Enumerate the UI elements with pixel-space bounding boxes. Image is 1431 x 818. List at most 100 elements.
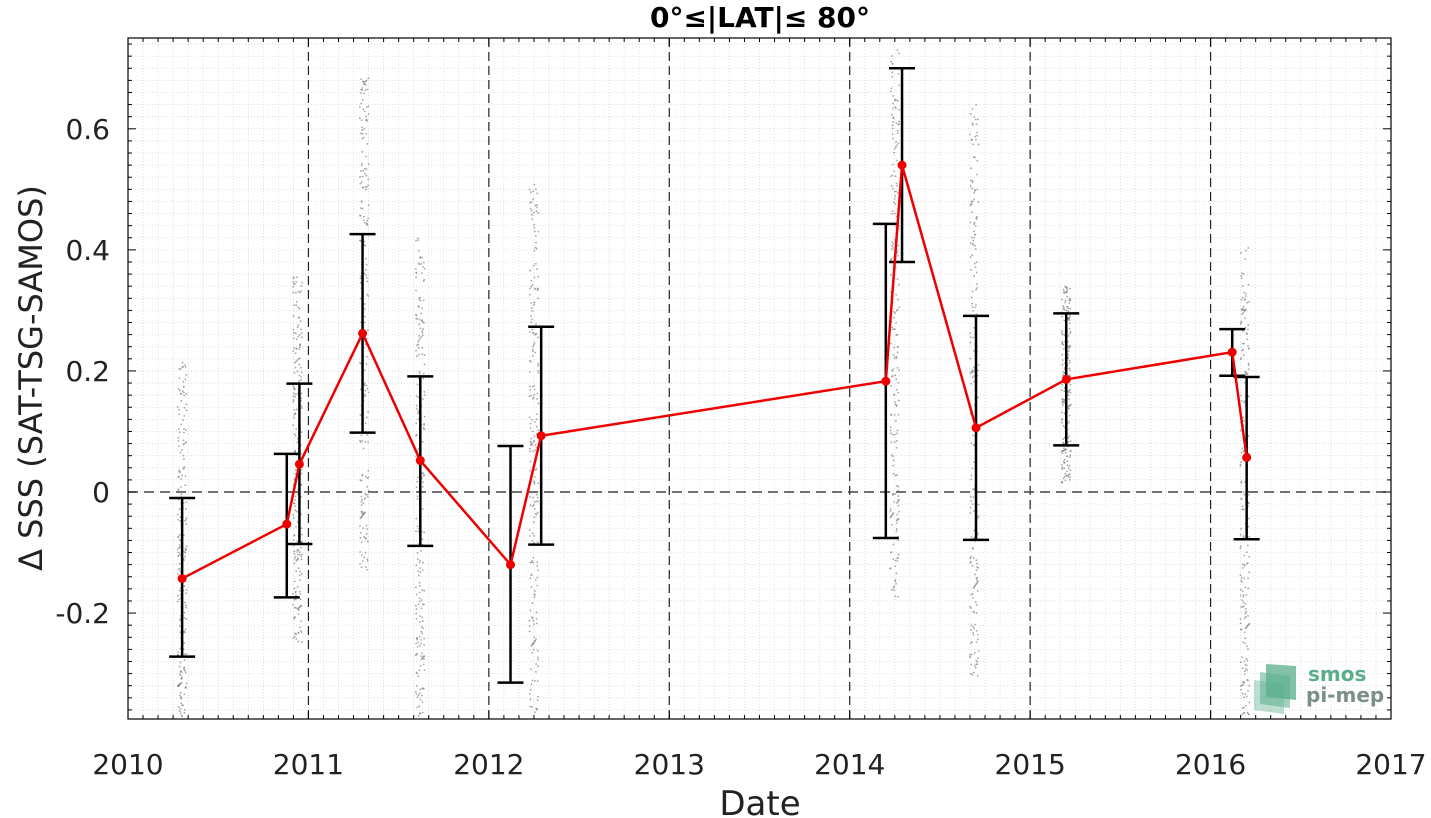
raw-point: [418, 591, 421, 594]
raw-point: [1246, 562, 1248, 565]
raw-point: [537, 288, 540, 290]
raw-point: [417, 603, 420, 606]
raw-point: [360, 132, 362, 135]
raw-point: [972, 548, 975, 550]
raw-point: [896, 144, 899, 146]
raw-point: [977, 201, 980, 203]
raw-point: [893, 585, 896, 588]
raw-point: [1063, 290, 1065, 293]
raw-point: [296, 558, 298, 561]
raw-point: [180, 486, 182, 488]
raw-point: [896, 557, 898, 560]
raw-point: [893, 501, 895, 503]
raw-point: [415, 530, 417, 533]
raw-point: [893, 357, 896, 359]
raw-point: [300, 376, 303, 378]
raw-point: [1241, 399, 1243, 402]
raw-point: [292, 315, 295, 317]
raw-point: [418, 334, 420, 337]
raw-point: [893, 311, 896, 313]
raw-point: [528, 371, 531, 373]
raw-point: [294, 332, 297, 335]
raw-point: [1240, 579, 1243, 582]
raw-point: [359, 207, 362, 209]
raw-point: [977, 364, 980, 366]
raw-point: [969, 113, 972, 115]
raw-point: [528, 619, 531, 622]
series-point: [897, 160, 907, 170]
raw-point: [184, 475, 187, 478]
raw-point: [975, 569, 978, 572]
raw-point: [897, 298, 900, 301]
raw-point: [1239, 618, 1242, 621]
raw-point: [1245, 695, 1248, 698]
raw-point: [532, 396, 535, 399]
raw-point: [362, 136, 365, 139]
raw-point: [1069, 383, 1072, 386]
raw-point: [535, 425, 538, 428]
raw-point: [292, 328, 295, 331]
raw-point: [1240, 275, 1243, 278]
raw-point: [1239, 588, 1242, 591]
raw-point: [895, 182, 898, 185]
raw-point: [975, 604, 978, 607]
y-tick-label: 0: [92, 476, 110, 509]
raw-point: [975, 663, 978, 666]
raw-point: [1069, 330, 1072, 333]
raw-point: [889, 510, 892, 512]
raw-point: [422, 328, 425, 331]
raw-point: [1240, 480, 1243, 483]
raw-point: [363, 128, 365, 131]
raw-point: [1242, 273, 1245, 276]
series-point: [177, 574, 187, 584]
raw-point: [367, 184, 370, 187]
raw-point: [177, 388, 180, 390]
raw-point: [1242, 311, 1245, 314]
raw-point: [422, 687, 425, 690]
raw-point: [296, 557, 299, 559]
raw-point: [1240, 252, 1242, 254]
raw-point: [533, 393, 536, 396]
logo-text-line1: smos: [1308, 662, 1366, 686]
raw-point: [295, 300, 298, 303]
raw-point: [1068, 389, 1071, 392]
raw-point: [183, 641, 186, 644]
y-tick-labels: -0.2 0 0.2 0.4 0.6: [55, 113, 110, 630]
raw-point: [893, 401, 896, 403]
raw-point: [893, 589, 896, 592]
raw-point: [897, 413, 900, 416]
raw-point: [977, 143, 980, 146]
raw-point: [1247, 493, 1250, 496]
raw-point: [893, 440, 896, 443]
raw-point: [531, 318, 534, 321]
raw-point: [976, 188, 979, 191]
raw-point: [535, 241, 537, 244]
raw-point: [418, 561, 421, 564]
raw-point: [1248, 535, 1251, 538]
raw-point: [421, 334, 424, 337]
raw-point: [529, 287, 531, 290]
raw-point: [1067, 353, 1070, 356]
raw-point: [179, 389, 181, 392]
raw-point: [1067, 467, 1070, 469]
raw-point: [974, 266, 977, 269]
raw-point: [415, 455, 417, 458]
raw-point: [530, 307, 533, 310]
raw-point: [1242, 416, 1245, 419]
raw-point: [423, 321, 425, 324]
raw-point: [894, 99, 896, 102]
raw-point: [1246, 659, 1249, 662]
raw-point: [969, 605, 971, 608]
raw-point: [177, 445, 180, 448]
raw-point: [1240, 394, 1242, 397]
raw-point: [419, 615, 422, 617]
x-axis-label: Date: [719, 784, 800, 818]
raw-point: [537, 297, 540, 300]
raw-point: [293, 408, 296, 411]
raw-point: [534, 262, 537, 265]
raw-point: [1244, 308, 1246, 311]
raw-point: [416, 672, 419, 675]
raw-point: [969, 268, 972, 271]
raw-point: [970, 474, 973, 477]
raw-point: [293, 371, 296, 374]
